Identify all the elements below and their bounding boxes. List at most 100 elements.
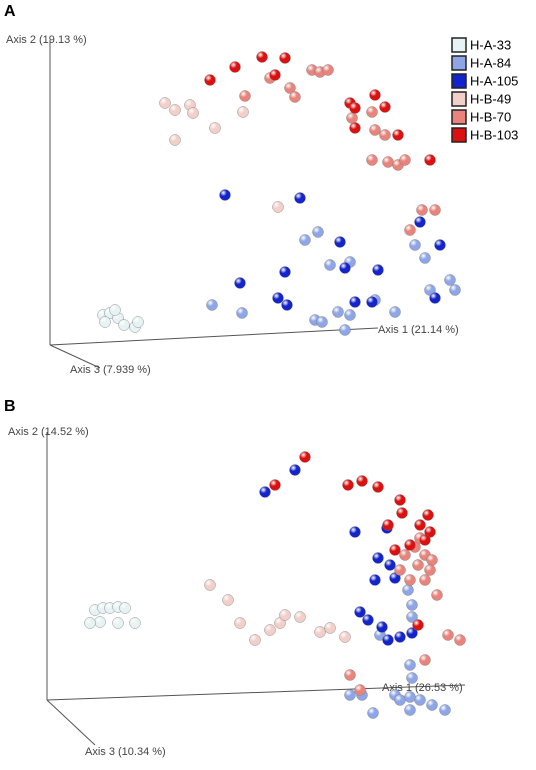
point [169, 134, 181, 146]
point [434, 239, 446, 251]
point [294, 611, 306, 623]
point [289, 91, 301, 103]
point [419, 534, 431, 546]
point [424, 154, 436, 166]
point [349, 526, 361, 538]
point [316, 316, 328, 328]
point [366, 154, 378, 166]
point [342, 479, 354, 491]
panel: A Axis 2 (19.13 %) Axis 1 (21.14 %) Axis… [4, 3, 518, 376]
point [399, 154, 411, 166]
point [346, 112, 358, 124]
legend-swatch [451, 127, 467, 143]
point [109, 304, 121, 316]
point [209, 122, 221, 134]
legend-label: H-B-103 [470, 127, 518, 142]
point [382, 519, 394, 531]
point [206, 299, 218, 311]
point [294, 192, 306, 204]
legend-label: H-A-84 [470, 55, 511, 70]
point [129, 617, 141, 629]
z-axis-label: Axis 3 (10.34 %) [85, 746, 166, 758]
legend-label: H-B-70 [470, 109, 511, 124]
point [344, 669, 356, 681]
point [429, 292, 441, 304]
point [112, 617, 124, 629]
point [426, 699, 438, 711]
point [404, 659, 416, 671]
point [379, 129, 391, 141]
y-axis-label: Axis 2 (14.52 %) [8, 426, 89, 438]
point [299, 451, 311, 463]
point [324, 622, 336, 634]
point [259, 486, 271, 498]
axis-line [46, 699, 96, 746]
point [426, 554, 438, 566]
point [412, 619, 424, 631]
axis-line [49, 344, 101, 369]
point [324, 259, 336, 271]
panel-label: B [4, 398, 16, 415]
point [389, 544, 401, 556]
point [204, 579, 216, 591]
point [409, 239, 421, 251]
point [416, 204, 428, 216]
point [384, 559, 396, 571]
point [159, 97, 171, 109]
point [414, 694, 426, 706]
legend-swatch [451, 55, 467, 71]
point [406, 672, 418, 684]
point [404, 224, 416, 236]
point [236, 307, 248, 319]
legend-swatch [451, 109, 467, 125]
point [406, 599, 418, 611]
point [369, 124, 381, 136]
point [132, 316, 144, 328]
point [284, 82, 296, 94]
point [369, 574, 381, 586]
point [349, 122, 361, 134]
panel-label: A [4, 3, 16, 20]
point [234, 617, 246, 629]
point [414, 216, 426, 228]
point [366, 106, 378, 118]
point [279, 52, 291, 64]
point [394, 494, 406, 506]
point [399, 549, 411, 561]
point [234, 277, 246, 289]
point [367, 707, 379, 719]
point [412, 559, 424, 571]
point [404, 704, 416, 716]
point [379, 101, 391, 113]
point [339, 324, 351, 336]
point [442, 629, 454, 641]
point [406, 627, 418, 639]
point [249, 634, 261, 646]
point [239, 90, 251, 102]
point [382, 634, 394, 646]
point [281, 299, 293, 311]
point [334, 236, 346, 248]
point [354, 606, 366, 618]
point [369, 89, 381, 101]
point [99, 316, 111, 328]
point [394, 631, 406, 643]
point [414, 519, 426, 531]
point [119, 602, 131, 614]
point [219, 189, 231, 201]
point [362, 614, 374, 626]
point [419, 654, 431, 666]
point [349, 296, 361, 308]
legend-swatch [451, 37, 467, 53]
point [449, 284, 461, 296]
legend-label: H-A-33 [470, 37, 511, 52]
y-axis-label: Axis 2 (19.13 %) [6, 34, 87, 46]
point [422, 509, 434, 521]
axis-line [49, 327, 379, 346]
point [312, 226, 324, 238]
point [339, 631, 351, 643]
point [424, 564, 436, 576]
point [372, 481, 384, 493]
z-axis-label: Axis 3 (7.939 %) [70, 364, 151, 376]
